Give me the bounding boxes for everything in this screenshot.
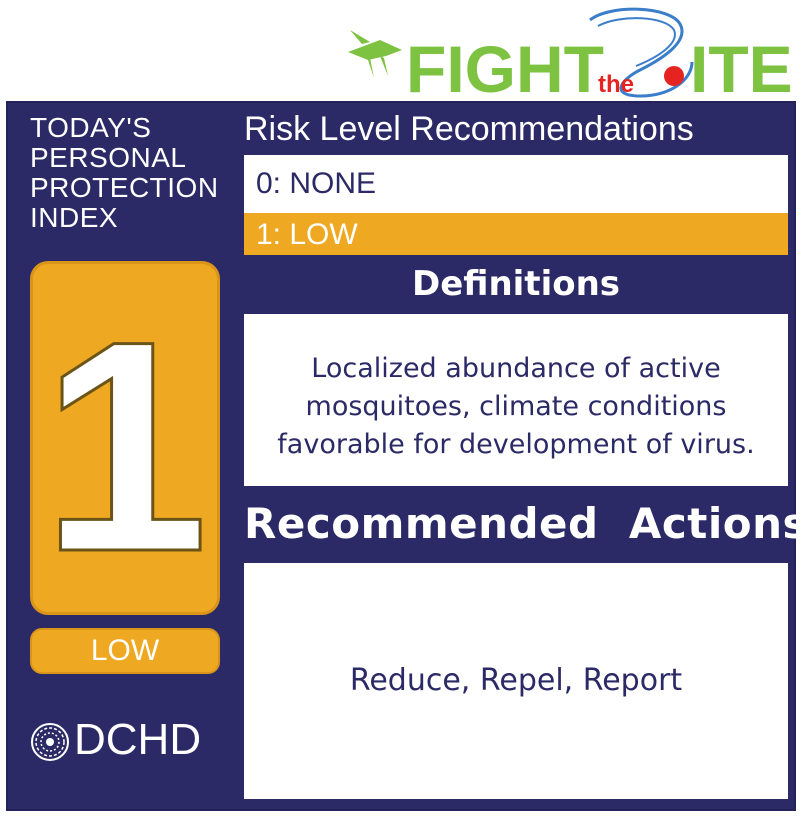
level-name-badge: LOW — [30, 628, 220, 674]
organization-name: DCHD — [74, 715, 202, 764]
recommended-actions-heading: Recommended Actions — [244, 499, 802, 548]
red-dot — [664, 66, 684, 86]
index-title-line: PERSONAL — [30, 142, 187, 173]
risk-level-item-none: 0: NONE — [244, 155, 788, 213]
globe-icon — [31, 723, 69, 762]
level-number: 1 — [42, 278, 209, 612]
index-title-line: TODAY'S — [30, 112, 152, 143]
index-title-line: INDEX — [30, 202, 119, 233]
risk-level-item-low: 1: LOW — [244, 213, 788, 255]
logo-word-the: the — [598, 71, 634, 98]
definition-line: mosquitoes, climate conditions — [305, 391, 727, 422]
level-number-box: 1 — [30, 261, 220, 615]
risk-level-list: 0: NONE 1: LOW — [244, 155, 788, 255]
recommended-actions-text: Reduce, Repel, Report — [244, 563, 788, 799]
level-number-graphic: 1 — [40, 277, 210, 613]
logo-word-bite: ITE — [690, 32, 793, 100]
organization-logo: DCHD — [30, 715, 230, 765]
definition-text: Localized abundance of active mosquitoes… — [244, 314, 788, 486]
definition-line: favorable for development of virus. — [277, 429, 755, 460]
index-title: TODAY'S PERSONAL PROTECTION INDEX — [30, 113, 240, 233]
swirl-icon — [589, 7, 694, 98]
definition-line: Localized abundance of active — [311, 353, 721, 384]
mosquito-icon — [348, 30, 402, 78]
fight-the-bite-logo: FIGHT the ITE — [340, 0, 802, 100]
logo-graphic: FIGHT the ITE — [348, 7, 793, 100]
protection-index-panel: TODAY'S PERSONAL PROTECTION INDEX 1 LOW … — [6, 101, 802, 811]
risk-level-heading: Risk Level Recommendations — [244, 110, 694, 148]
recommendations-section: Risk Level Recommendations 0: NONE 1: LO… — [244, 103, 802, 809]
definitions-heading: Definitions — [411, 264, 621, 304]
index-title-line: PROTECTION — [30, 172, 219, 203]
logo-word-fight: FIGHT — [406, 32, 604, 100]
